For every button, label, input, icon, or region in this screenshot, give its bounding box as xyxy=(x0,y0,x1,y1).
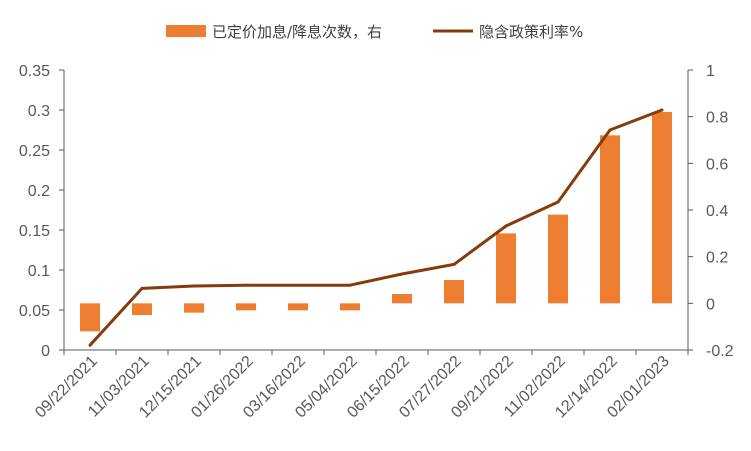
line-point xyxy=(192,284,196,288)
bar xyxy=(652,112,672,304)
bar xyxy=(600,135,620,304)
y-right-tick-label: 0.2 xyxy=(706,250,728,267)
y-right-tick-label: 0 xyxy=(706,296,715,313)
line-point xyxy=(88,343,92,347)
bar xyxy=(444,280,464,304)
legend-label-line: 隐含政策利率% xyxy=(479,23,583,41)
line-point xyxy=(452,262,456,266)
legend-swatch-bars xyxy=(166,25,206,37)
y-right-tick-label: 0.6 xyxy=(706,156,728,173)
y-left-tick-label: 0.25 xyxy=(19,143,50,160)
bar xyxy=(288,303,308,311)
line-path xyxy=(88,108,663,347)
bar xyxy=(340,303,360,311)
line-point xyxy=(504,224,508,228)
y-left-tick-label: 0.3 xyxy=(28,103,50,120)
y-right-tick-label: 0.8 xyxy=(706,110,728,127)
y-left-tick-label: 0 xyxy=(41,343,50,360)
legend-label-bars: 已定价加息/降息次数，右 xyxy=(212,23,382,41)
y-left-tick-label: 0.1 xyxy=(28,263,50,280)
y-right-tick-label: -0.2 xyxy=(706,343,734,360)
bar xyxy=(80,303,100,332)
bar xyxy=(496,233,516,304)
legend: 已定价加息/降息次数，右 隐含政策利率% xyxy=(166,23,583,41)
bar xyxy=(132,303,152,315)
line-point xyxy=(244,283,248,287)
line-point xyxy=(296,283,300,287)
axes: 0 0.05 0.1 0.15 0.2 0.25 0.3 0.35 -0.2 0 0.2 0.4 0.6… xyxy=(19,63,734,360)
line-point xyxy=(608,128,612,132)
y-right-tick-label: 1 xyxy=(706,63,715,80)
line-point xyxy=(400,272,404,276)
line-point xyxy=(660,108,664,112)
y-left-tick-label: 0.15 xyxy=(19,223,50,240)
line-point xyxy=(348,283,352,287)
y-left-tick-label: 0.35 xyxy=(19,63,50,80)
y-right-tick-label: 0.4 xyxy=(706,203,728,220)
y-left-tick-label: 0.05 xyxy=(19,303,50,320)
bar xyxy=(392,294,412,304)
x-tick-labels: 09/22/202111/03/202112/15/202101/26/2022… xyxy=(32,353,673,422)
line-series xyxy=(88,108,664,347)
bar xyxy=(548,214,568,304)
bar xyxy=(184,303,204,313)
line-point xyxy=(140,286,144,290)
line-point xyxy=(556,200,560,204)
y-left-tick-label: 0.2 xyxy=(28,183,50,200)
bar-series xyxy=(80,112,672,332)
bar xyxy=(236,303,256,311)
